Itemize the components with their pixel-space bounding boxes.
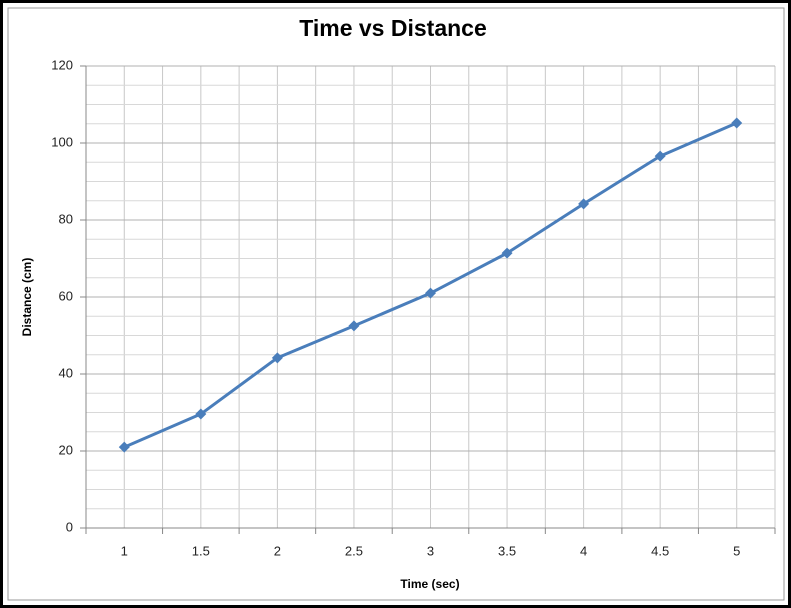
point-marker	[271, 352, 283, 364]
x-tick-label: 1.5	[192, 543, 210, 558]
x-tick-label: 2	[274, 543, 281, 558]
x-axis-title: Time (sec)	[400, 577, 459, 591]
y-tick-label: 40	[59, 365, 73, 380]
y-axis-title: Distance (cm)	[20, 258, 34, 337]
x-tick-label: 3	[427, 543, 434, 558]
x-tick-label: 1	[121, 543, 128, 558]
chart-title: Time vs Distance	[299, 15, 487, 41]
point-marker	[425, 287, 436, 299]
point-marker	[501, 247, 513, 259]
y-tick-label: 80	[59, 211, 73, 226]
y-tick-label: 20	[59, 442, 73, 457]
y-tick-label: 100	[51, 134, 73, 149]
y-tick-label: 60	[59, 288, 73, 303]
point-marker	[118, 441, 130, 453]
x-tick-label: 4	[580, 543, 587, 558]
x-tick-label: 4.5	[651, 543, 669, 558]
point-marker	[348, 320, 360, 332]
y-tick-label: 0	[66, 519, 73, 534]
chart-frame	[7, 7, 785, 601]
y-tick-label: 120	[51, 57, 73, 72]
point-marker	[731, 117, 743, 129]
point-marker	[578, 198, 590, 210]
point-marker	[654, 150, 666, 162]
x-tick-label: 2.5	[345, 543, 363, 558]
point-marker	[195, 408, 207, 420]
x-tick-label: 3.5	[498, 543, 516, 558]
x-tick-label: 5	[733, 543, 740, 558]
